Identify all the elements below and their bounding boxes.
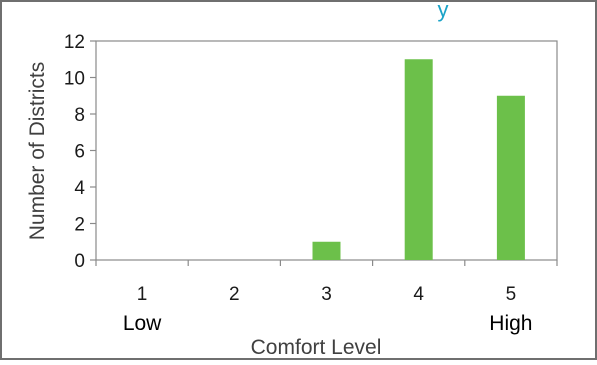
bar xyxy=(496,95,525,260)
x-tick-label: 2 xyxy=(229,284,240,305)
y-axis-title: Number of Districts xyxy=(26,62,49,241)
y-tick-label: 4 xyxy=(74,178,85,199)
x-tick-label: 5 xyxy=(506,284,517,305)
chart-title: y xyxy=(438,0,449,22)
y-tick-label: 8 xyxy=(74,105,85,126)
bar xyxy=(404,59,433,260)
x-sublabel: High xyxy=(489,312,532,335)
x-axis-title: Comfort Level xyxy=(251,336,382,359)
x-tick-label: 3 xyxy=(321,284,332,305)
bars xyxy=(312,59,525,260)
y-tick-label: 12 xyxy=(64,32,85,53)
x-tick-label: 1 xyxy=(137,284,148,305)
bar xyxy=(312,241,341,260)
y-tick-label: 10 xyxy=(64,69,85,90)
y-tick-label: 0 xyxy=(74,251,85,272)
y-tick-label: 2 xyxy=(74,215,85,236)
x-sublabel: Low xyxy=(123,312,162,335)
y-tick-label: 6 xyxy=(74,142,85,163)
labels: 0 2 4 6 8 10 12 1 Low 2 3 4 5 High xyxy=(64,32,533,335)
x-tick-label: 4 xyxy=(413,284,424,305)
